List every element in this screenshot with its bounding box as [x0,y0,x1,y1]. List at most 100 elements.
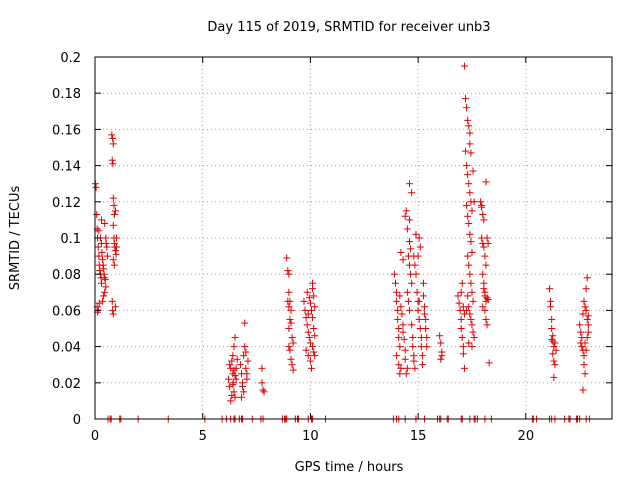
y-tick-label: 0 [73,413,81,428]
data-point [415,297,423,305]
data-point [285,343,293,351]
data-point [581,370,589,378]
data-point [463,201,471,209]
data-point [464,116,472,124]
data-point [470,334,478,342]
data-point [397,248,405,256]
y-axis-tick-labels: 0 0.02 0.04 0.06 0.08 0.1 0.12 0.14 0.16 0.18 0.2 [52,51,81,428]
data-point [468,321,476,329]
data-point [459,350,467,358]
data-point [411,261,419,269]
data-point [98,248,106,256]
data-point [258,379,266,387]
data-point [283,254,291,262]
data-point [464,171,472,179]
data-point [103,252,111,260]
data-point [408,189,416,197]
data-point [415,234,423,242]
data-point [481,252,489,260]
data-point [394,315,402,323]
data-point [100,270,108,278]
data-point [484,239,492,247]
y-tick-label: 0.1 [60,232,81,247]
data-point [418,352,426,360]
data-point [457,288,465,296]
y-tick-label: 0.02 [52,377,81,392]
data-point [399,321,407,329]
data-point [240,352,248,360]
data-point [259,386,267,394]
data-point [399,328,407,336]
data-point [311,352,319,360]
data-point [286,315,294,323]
data-point [409,343,417,351]
data-point [112,250,120,258]
data-point [95,252,103,260]
data-point [403,225,411,233]
data-point [395,325,403,332]
data-point [418,361,426,369]
data-point [236,361,244,369]
data-point [287,306,295,314]
data-point [422,325,430,332]
data-point [437,339,445,347]
data-point [288,361,296,369]
data-point [454,292,462,300]
data-point [101,288,109,296]
data-point [92,183,100,191]
data-point [304,352,312,360]
data-point [484,296,492,304]
data-point [285,288,293,296]
data-point [460,364,468,372]
data-point [578,343,586,351]
y-tick-label: 0.2 [60,51,81,66]
data-point [398,310,406,318]
data-point [111,207,119,215]
data-point [102,239,110,247]
data-point [285,270,293,278]
data-point [288,334,296,342]
data-point [258,364,266,372]
data-point [109,140,117,148]
data-point [420,279,428,287]
data-point [465,303,473,311]
data-point [113,243,121,251]
data-point [394,306,402,314]
data-point [404,297,412,305]
data-point [108,131,116,139]
data-point [393,297,401,305]
grid [95,57,612,419]
data-point [110,261,118,269]
data-point [392,279,400,287]
data-point [579,386,587,394]
data-point [111,303,119,311]
data-point [406,180,414,188]
data-point [95,299,103,307]
data-point [287,319,295,327]
data-point [477,198,485,206]
data-point [459,343,467,351]
data-point [100,292,108,300]
data-point [241,343,249,351]
data-point [466,270,474,278]
data-point [468,288,476,296]
data-point [230,366,238,374]
data-point [550,373,558,381]
data-point [229,381,237,389]
data-point [231,372,239,380]
x-tick-label: 15 [410,429,427,444]
data-point [416,243,424,251]
data-point [580,297,588,305]
chart-title: Day 115 of 2019, SRMTID for receiver unb… [207,20,490,35]
data-point [480,216,488,224]
data-point [232,375,240,383]
data-point [414,306,422,314]
data-point [464,292,472,300]
x-tick-label: 5 [199,429,207,444]
data-point [99,297,107,305]
y-tick-label: 0.18 [52,87,81,102]
data-point [109,310,117,318]
data-point [228,391,236,399]
data-point [466,140,474,148]
